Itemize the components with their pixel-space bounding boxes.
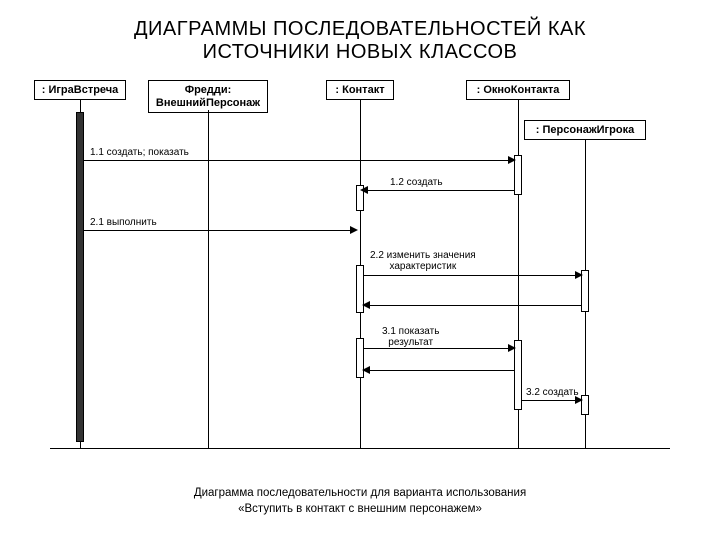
arrow-2-2 xyxy=(364,275,579,276)
title-line-1: ДИАГРАММЫ ПОСЛЕДОВАТЕЛЬНОСТЕЙ КАК xyxy=(134,18,586,40)
participant-contact: : Контакт xyxy=(326,80,394,100)
msg-2-2: 2.2 изменить значения характеристик xyxy=(370,250,476,272)
diagram-caption: Диаграмма последовательности для вариант… xyxy=(0,486,720,517)
participant-label: ВнешнийПерсонаж xyxy=(156,97,260,109)
arrow-2-2-return xyxy=(368,305,581,306)
participant-freddy: Фредди: ВнешнийПерсонаж xyxy=(148,80,268,113)
caption-line-1: Диаграмма последовательности для вариант… xyxy=(194,487,526,499)
msg-3-2: 3.2 создать xyxy=(526,387,579,398)
participant-label: : ИграВстреча xyxy=(42,84,119,96)
arrowhead-3-1-return xyxy=(362,366,370,374)
participant-label: : Контакт xyxy=(335,84,384,96)
participant-player-character: : ПерсонажИгрока xyxy=(524,120,646,140)
msg-1-2: 1.2 создать xyxy=(390,177,443,188)
arrowhead-2-2-return xyxy=(362,301,370,309)
msg-2-1: 2.1 выполнить xyxy=(90,217,157,228)
arrowhead-1-2 xyxy=(360,186,368,194)
arrow-3-1 xyxy=(364,348,512,349)
participant-contact-window: : ОкноКонтакта xyxy=(466,80,570,100)
arrowhead-2-1 xyxy=(350,226,358,234)
arrow-1-1 xyxy=(84,160,512,161)
msg-3-1: 3.1 показать результат xyxy=(382,326,439,348)
arrow-2-1 xyxy=(84,230,354,231)
baseline xyxy=(50,448,670,449)
arrowhead-3-1 xyxy=(508,344,516,352)
arrow-3-1-return xyxy=(368,370,514,371)
title-line-2: ИСТОЧНИКИ НОВЫХ КЛАССОВ xyxy=(203,41,518,63)
participant-label: : ПерсонажИгрока xyxy=(536,124,634,136)
participant-label: Фредди: xyxy=(185,84,232,96)
arrowhead-1-1 xyxy=(508,156,516,164)
activation-p1 xyxy=(76,112,84,442)
arrow-3-2 xyxy=(522,400,579,401)
participant-label: : ОкноКонтакта xyxy=(477,84,560,96)
participant-game-meeting: : ИграВстреча xyxy=(34,80,126,100)
caption-line-2: «Вступить в контакт с внешним персонажем… xyxy=(238,503,482,515)
arrowhead-3-2 xyxy=(575,396,583,404)
page-title: ДИАГРАММЫ ПОСЛЕДОВАТЕЛЬНОСТЕЙ КАК ИСТОЧН… xyxy=(0,0,720,72)
msg-1-1: 1.1 создать; показать xyxy=(90,147,189,158)
arrowhead-2-2 xyxy=(575,271,583,279)
sequence-diagram: : ИграВстреча Фредди: ВнешнийПерсонаж : … xyxy=(30,80,690,480)
arrow-1-2 xyxy=(364,190,514,191)
